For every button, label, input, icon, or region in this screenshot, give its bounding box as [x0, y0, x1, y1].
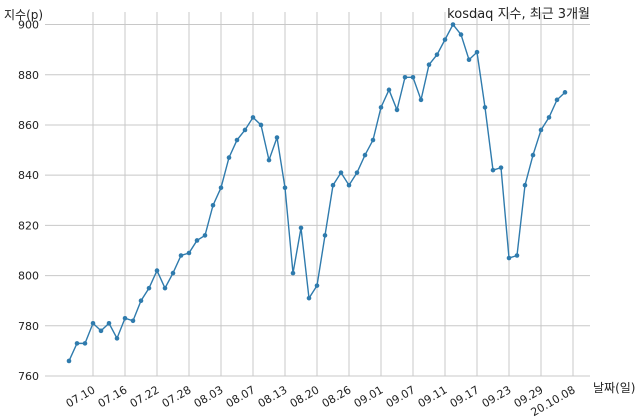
data-point: [146, 285, 152, 291]
data-points: [66, 22, 568, 364]
data-point: [66, 358, 72, 364]
data-point: [114, 336, 120, 341]
data-point: [330, 182, 336, 188]
data-point: [506, 255, 512, 261]
x-tick-label: 08.07: [224, 383, 258, 410]
data-point: [466, 57, 472, 62]
data-point: [386, 87, 392, 93]
data-point: [450, 22, 456, 27]
y-tick-label: 780: [18, 320, 39, 333]
data-point: [394, 107, 400, 113]
data-point: [322, 233, 328, 238]
data-point: [290, 270, 296, 276]
y-tick-label: 840: [18, 169, 39, 182]
y-tick-label: 800: [18, 270, 39, 283]
x-tick-label: 08.20: [288, 383, 322, 410]
data-point: [82, 341, 88, 346]
x-tick-label: 07.28: [160, 383, 194, 410]
x-tick-label: 08.03: [192, 383, 226, 410]
data-point: [458, 32, 464, 37]
grid-lines: [45, 12, 590, 377]
data-point: [314, 283, 320, 288]
data-point: [442, 37, 448, 42]
data-point: [306, 295, 312, 301]
data-point: [170, 270, 176, 276]
y-axis-ticks: 760 780 800 820 840 860 880 900: [18, 19, 39, 383]
data-point: [186, 250, 192, 256]
x-tick-label: 09.17: [448, 383, 482, 410]
y-tick-label: 760: [18, 370, 39, 383]
x-axis-ticks: 07.1007.1607.2207.2808.0308.0708.1308.20…: [64, 383, 578, 418]
data-point: [266, 157, 272, 163]
x-tick-label: 07.10: [64, 383, 98, 410]
x-tick-label: 09.23: [480, 383, 514, 410]
data-point: [538, 127, 544, 133]
data-point: [122, 315, 128, 321]
data-point: [378, 105, 384, 110]
data-point: [498, 165, 504, 170]
data-point: [434, 52, 440, 57]
y-axis-label: 지수(p): [4, 8, 43, 22]
y-tick-label: 880: [18, 69, 39, 82]
data-point: [490, 167, 496, 173]
data-point: [138, 298, 144, 303]
data-point: [426, 62, 432, 68]
data-point: [226, 155, 232, 160]
data-point: [282, 185, 288, 191]
data-point: [234, 137, 240, 143]
x-tick-label: 07.16: [96, 383, 130, 410]
x-tick-label: 08.13: [256, 383, 290, 410]
x-axis-label: 날짜(일): [593, 381, 635, 395]
data-point: [258, 122, 264, 128]
chart-title: kosdaq 지수, 최근 3개월: [447, 7, 590, 22]
data-point: [274, 135, 280, 140]
x-tick-label: 07.22: [128, 383, 162, 410]
data-point: [530, 152, 536, 158]
data-point: [298, 225, 304, 231]
data-point: [474, 49, 480, 55]
y-tick-label: 900: [18, 19, 39, 32]
data-point: [74, 341, 80, 346]
data-point: [154, 268, 160, 273]
x-tick-label: 09.11: [416, 383, 450, 410]
data-point: [338, 170, 344, 175]
data-point: [194, 238, 200, 243]
data-point: [218, 185, 224, 191]
data-point: [210, 202, 216, 208]
data-point: [354, 170, 360, 175]
data-point: [202, 233, 208, 238]
data-point: [98, 328, 104, 334]
data-point: [522, 182, 528, 188]
data-point: [402, 74, 408, 80]
data-point: [130, 318, 136, 324]
data-point: [250, 115, 256, 120]
y-tick-label: 820: [18, 219, 39, 232]
data-point: [546, 115, 552, 120]
data-point: [106, 320, 112, 326]
data-point: [362, 152, 368, 158]
data-point: [346, 182, 352, 188]
data-point: [482, 105, 488, 110]
data-point: [418, 97, 424, 103]
data-point: [514, 253, 520, 258]
data-point: [370, 137, 376, 143]
data-point: [242, 127, 248, 133]
y-tick-label: 860: [18, 119, 39, 132]
data-point: [554, 97, 560, 103]
data-point: [90, 320, 96, 326]
x-tick-label: 09.01: [352, 383, 386, 410]
data-point: [178, 253, 184, 258]
x-tick-label: 09.07: [384, 383, 418, 410]
x-tick-label: 08.26: [320, 383, 354, 410]
data-point: [162, 285, 168, 291]
data-point: [562, 90, 568, 95]
data-point: [410, 74, 416, 80]
